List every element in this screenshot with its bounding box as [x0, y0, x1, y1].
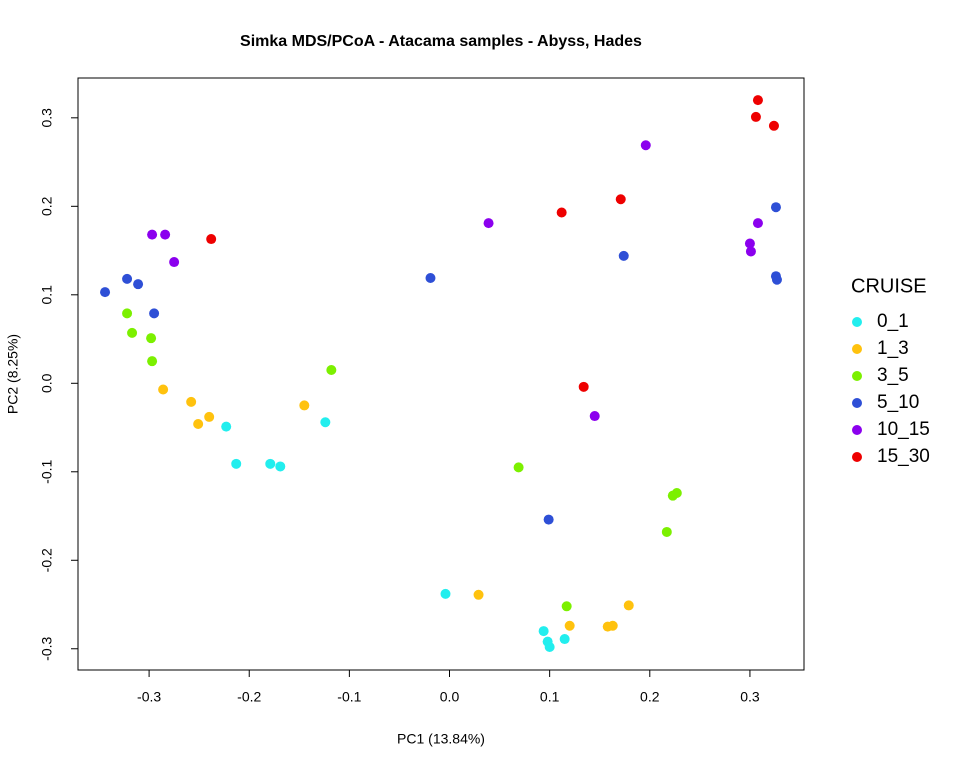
point: [750, 111, 761, 122]
y-tick-label: 0.2: [39, 196, 55, 216]
y-axis-label: PC2 (8.25%): [5, 334, 21, 414]
point: [752, 218, 763, 229]
point: [538, 626, 549, 637]
legend-marker: [852, 371, 862, 381]
y-tick-label: -0.1: [39, 460, 55, 484]
point: [661, 526, 672, 537]
point: [320, 417, 331, 428]
x-tick-label: 0.2: [640, 689, 660, 705]
legend-label: 10_15: [877, 419, 930, 440]
point: [122, 273, 133, 284]
point: [513, 462, 524, 473]
x-tick-label: 0.1: [540, 689, 560, 705]
point: [615, 194, 626, 205]
point: [771, 274, 782, 285]
point: [768, 120, 779, 131]
point: [122, 308, 133, 319]
y-tick-label: 0.3: [39, 108, 55, 128]
y-tick-label: 0.0: [39, 373, 55, 393]
legend-label: 1_3: [877, 338, 909, 359]
point: [326, 365, 337, 376]
point: [160, 229, 171, 240]
plot-frame: [77, 77, 805, 671]
point: [147, 229, 158, 240]
point: [231, 458, 242, 469]
point: [544, 641, 555, 652]
point: [147, 356, 158, 367]
point: [440, 588, 451, 599]
point: [299, 400, 310, 411]
x-tick-label: -0.2: [237, 689, 261, 705]
point: [561, 601, 572, 612]
point: [607, 620, 618, 631]
y-tick-label: 0.1: [39, 285, 55, 305]
legend-title: CRUISE: [851, 275, 927, 297]
point: [133, 279, 144, 290]
point: [640, 140, 651, 151]
x-tick-label: 0.3: [740, 689, 760, 705]
legend-label: 0_1: [877, 311, 909, 332]
point: [275, 461, 286, 472]
point: [158, 384, 169, 395]
x-tick-label: -0.3: [137, 689, 161, 705]
point: [265, 458, 276, 469]
point: [483, 218, 494, 229]
point: [559, 634, 570, 645]
legend-marker: [852, 344, 862, 354]
y-tick-label: -0.2: [39, 548, 55, 572]
point: [100, 287, 111, 298]
point: [564, 620, 575, 631]
legend-label: 15_30: [877, 446, 930, 467]
point: [221, 421, 232, 432]
point: [745, 246, 756, 257]
point: [556, 207, 567, 218]
point: [186, 396, 197, 407]
point: [473, 589, 484, 600]
legend-label: 3_5: [877, 365, 909, 386]
point: [618, 250, 629, 261]
point: [543, 514, 554, 525]
point: [578, 381, 589, 392]
point: [149, 308, 160, 319]
y-tick-label: -0.3: [39, 636, 55, 660]
chart-title: Simka MDS/PCoA - Atacama samples - Abyss…: [240, 33, 642, 50]
legend-marker: [852, 452, 862, 462]
x-axis-label: PC1 (13.84%): [397, 731, 485, 747]
point: [425, 272, 436, 283]
point: [671, 488, 682, 499]
point: [752, 95, 763, 106]
point: [589, 411, 600, 422]
legend-marker: [852, 398, 862, 408]
point: [193, 418, 204, 429]
legend-label: 5_10: [877, 392, 919, 413]
point: [206, 234, 217, 245]
point: [744, 238, 755, 249]
legend-marker: [852, 425, 862, 435]
point: [204, 411, 215, 422]
point: [127, 327, 138, 338]
x-tick-label: -0.1: [337, 689, 361, 705]
point: [169, 257, 180, 268]
point: [146, 333, 157, 344]
legend-marker: [852, 317, 862, 327]
x-tick-label: 0.0: [440, 689, 460, 705]
point: [770, 202, 781, 213]
point: [623, 600, 634, 611]
